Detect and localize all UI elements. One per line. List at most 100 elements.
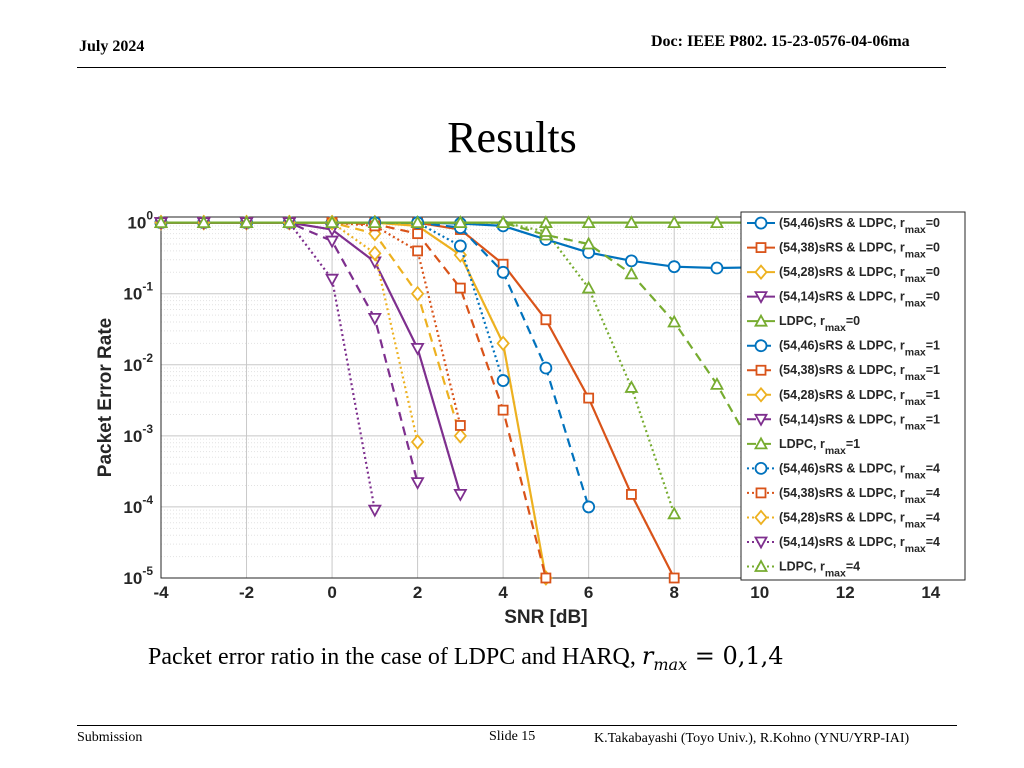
legend-marker xyxy=(755,487,767,499)
x-tick-label: 6 xyxy=(584,583,593,602)
legend-label: (54,38)sRS & LDPC, rmax=1 xyxy=(779,363,940,383)
legend-item: (54,46)sRS & LDPC, rmax=0 xyxy=(747,216,940,236)
legend-item: (54,38)sRS & LDPC, rmax=0 xyxy=(747,241,940,261)
data-point xyxy=(581,280,596,294)
caption-math-subscript: max xyxy=(653,654,688,674)
data-point xyxy=(454,282,466,294)
x-tick-label: -4 xyxy=(153,583,169,602)
caption-math-values: = 0,1,4 xyxy=(687,642,784,670)
legend-label: (54,28)sRS & LDPC, rmax=0 xyxy=(779,265,940,285)
data-point xyxy=(625,254,638,268)
x-tick-label: 8 xyxy=(669,583,678,602)
data-point xyxy=(367,215,382,229)
data-point xyxy=(583,392,595,404)
data-point xyxy=(153,215,169,229)
legend-label: (54,46)sRS & LDPC, rmax=0 xyxy=(779,216,940,236)
y-tick-label: 10-4 xyxy=(123,493,153,517)
legend-marker xyxy=(755,364,767,376)
legend-marker xyxy=(753,536,769,550)
legend-label: (54,28)sRS & LDPC, rmax=4 xyxy=(779,510,940,530)
data-point xyxy=(367,504,382,518)
legend-label: (54,38)sRS & LDPC, rmax=4 xyxy=(779,486,940,506)
data-point xyxy=(453,489,468,502)
slide-title: Results xyxy=(447,113,577,162)
series-line xyxy=(161,221,462,426)
data-point xyxy=(624,266,639,280)
legend-label: (54,38)sRS & LDPC, rmax=0 xyxy=(779,241,940,261)
legend-item: (54,46)sRS & LDPC, rmax=4 xyxy=(747,461,940,481)
data-point xyxy=(540,314,552,326)
legend-marker xyxy=(754,216,768,230)
data-point xyxy=(453,215,468,229)
data-point xyxy=(496,374,510,387)
x-tick-label: 12 xyxy=(836,583,855,602)
data-point xyxy=(453,427,468,444)
data-point xyxy=(410,342,425,356)
legend-item: (54,46)sRS & LDPC, rmax=1 xyxy=(747,339,940,359)
data-point xyxy=(581,215,596,229)
data-point xyxy=(667,314,682,328)
legend: (54,46)sRS & LDPC, rmax=0 (54,38)sRS & LD… xyxy=(740,211,966,581)
legend-item: (54,28)sRS & LDPC, rmax=0 xyxy=(747,264,940,285)
data-point xyxy=(710,261,724,275)
data-point xyxy=(325,273,340,287)
data-point xyxy=(582,500,596,514)
legend-item: LDPC, rmax=4 xyxy=(747,559,860,580)
data-point xyxy=(626,489,637,500)
data-point xyxy=(497,404,509,416)
legend-marker xyxy=(754,264,768,280)
data-point xyxy=(368,245,382,262)
series-15 xyxy=(153,215,682,520)
data-point xyxy=(496,335,510,352)
legend-marker xyxy=(753,559,769,572)
y-tick-label: 10-3 xyxy=(123,422,153,446)
data-point xyxy=(410,434,425,450)
data-point xyxy=(709,377,724,390)
data-point xyxy=(709,215,724,229)
legend-marker xyxy=(753,436,769,450)
data-point xyxy=(667,215,682,229)
x-tick-label: 2 xyxy=(413,583,422,602)
x-tick-label: -2 xyxy=(239,583,254,602)
legend-marker xyxy=(753,291,769,305)
data-point xyxy=(412,228,423,240)
legend-marker xyxy=(753,313,769,327)
header-doc-id: Doc: IEEE P802. 15-23-0576-04-06ma xyxy=(651,33,910,50)
data-point xyxy=(667,260,681,274)
x-tick-label: 14 xyxy=(921,583,940,602)
y-tick-label: 10-5 xyxy=(123,564,153,588)
results-chart: -4 -2 0 2 4 6 8 10 12 14 100 10-1 10-2 10-3 10-4 10-5 SN… xyxy=(95,209,966,628)
legend-item: (54,28)sRS & LDPC, rmax=1 xyxy=(747,386,940,408)
legend-label: (54,14)sRS & LDPC, rmax=4 xyxy=(779,535,940,555)
caption-math-symbol: r xyxy=(641,642,654,670)
legend-item: (54,38)sRS & LDPC, rmax=4 xyxy=(747,486,940,506)
y-axis-label: Packet Error Rate xyxy=(95,318,116,477)
y-tick-label: 10-2 xyxy=(123,351,153,375)
data-point xyxy=(454,420,466,431)
data-point xyxy=(496,215,511,229)
legend-item: (54,28)sRS & LDPC, rmax=4 xyxy=(747,509,940,530)
data-point xyxy=(668,572,680,584)
legend-marker xyxy=(754,339,768,353)
data-point xyxy=(410,215,425,229)
legend-marker xyxy=(754,509,768,526)
y-tick-label: 100 xyxy=(127,209,153,233)
data-point xyxy=(624,215,639,229)
legend-label: LDPC, rmax=0 xyxy=(779,314,860,334)
data-point xyxy=(367,312,382,326)
data-point xyxy=(581,236,596,250)
x-tick-label: 10 xyxy=(750,583,769,602)
legend-item: (54,14)sRS & LDPC, rmax=1 xyxy=(747,412,940,432)
data-point xyxy=(239,215,254,229)
legend-label: (54,14)sRS & LDPC, rmax=0 xyxy=(779,290,940,310)
legend-label: (54,46)sRS & LDPC, rmax=4 xyxy=(779,461,940,481)
legend-item: (54,14)sRS & LDPC, rmax=4 xyxy=(747,535,940,555)
data-point xyxy=(412,245,423,257)
data-point xyxy=(539,361,553,375)
legend-marker xyxy=(753,413,769,427)
legend-item: LDPC, rmax=1 xyxy=(747,436,860,457)
header-date: July 2024 xyxy=(79,38,145,55)
legend-box xyxy=(740,211,966,581)
legend-item: (54,14)sRS & LDPC, rmax=0 xyxy=(747,290,940,310)
series-line xyxy=(161,221,761,462)
